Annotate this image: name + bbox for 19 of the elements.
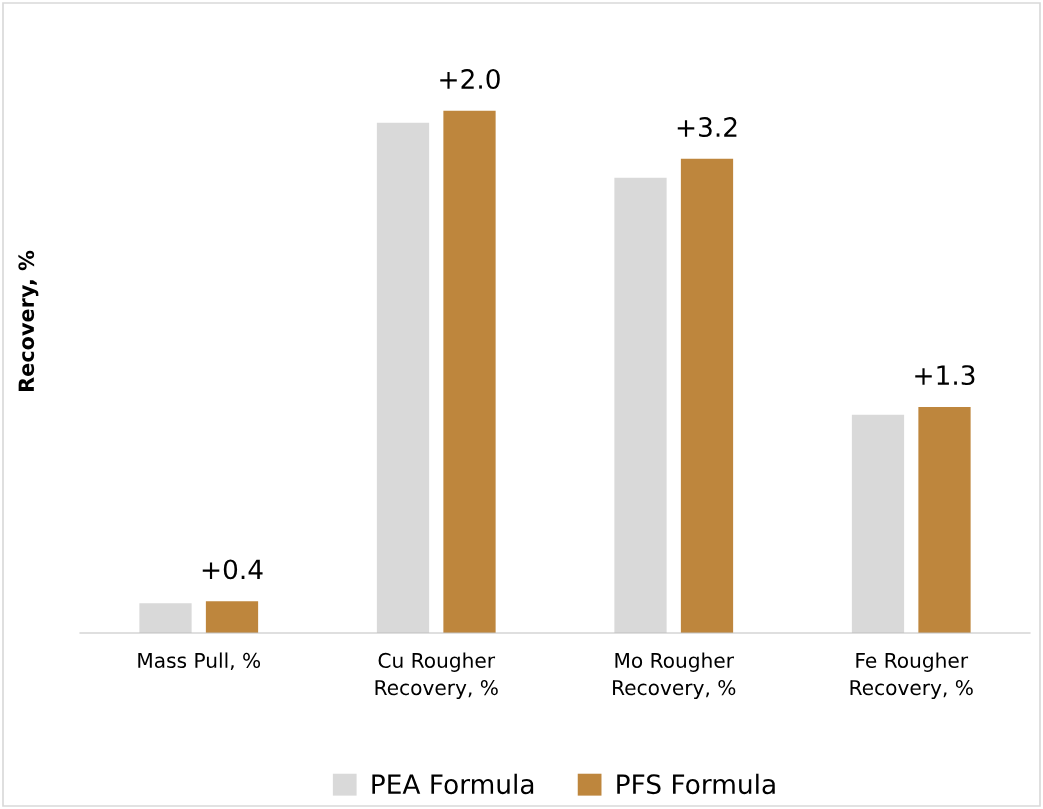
y-axis-title: Recovery, %	[18, 250, 39, 391]
bar	[139, 603, 192, 633]
text: +2.0	[440, 69, 500, 90]
bar	[680, 158, 734, 633]
bar	[614, 177, 667, 633]
annotation: +1.3	[915, 365, 975, 386]
x-tick-label: Cu Rougher Recovery, %	[375, 652, 498, 700]
bar	[205, 601, 259, 633]
legend-label: PFS Formula	[617, 773, 775, 795]
x-tick-label: Mo Rougher Recovery, %	[613, 652, 736, 700]
bar	[918, 406, 971, 633]
x-tick-label: Fe Rougher Recovery, %	[850, 652, 973, 700]
annotation: +3.2	[677, 117, 737, 138]
legend-label: PEA Formula	[372, 773, 534, 795]
bar	[376, 122, 430, 633]
x-tick-label: Mass Pull, %	[138, 652, 261, 671]
annotation: +0.4	[202, 559, 263, 580]
bar	[443, 110, 496, 633]
bar	[851, 414, 905, 633]
